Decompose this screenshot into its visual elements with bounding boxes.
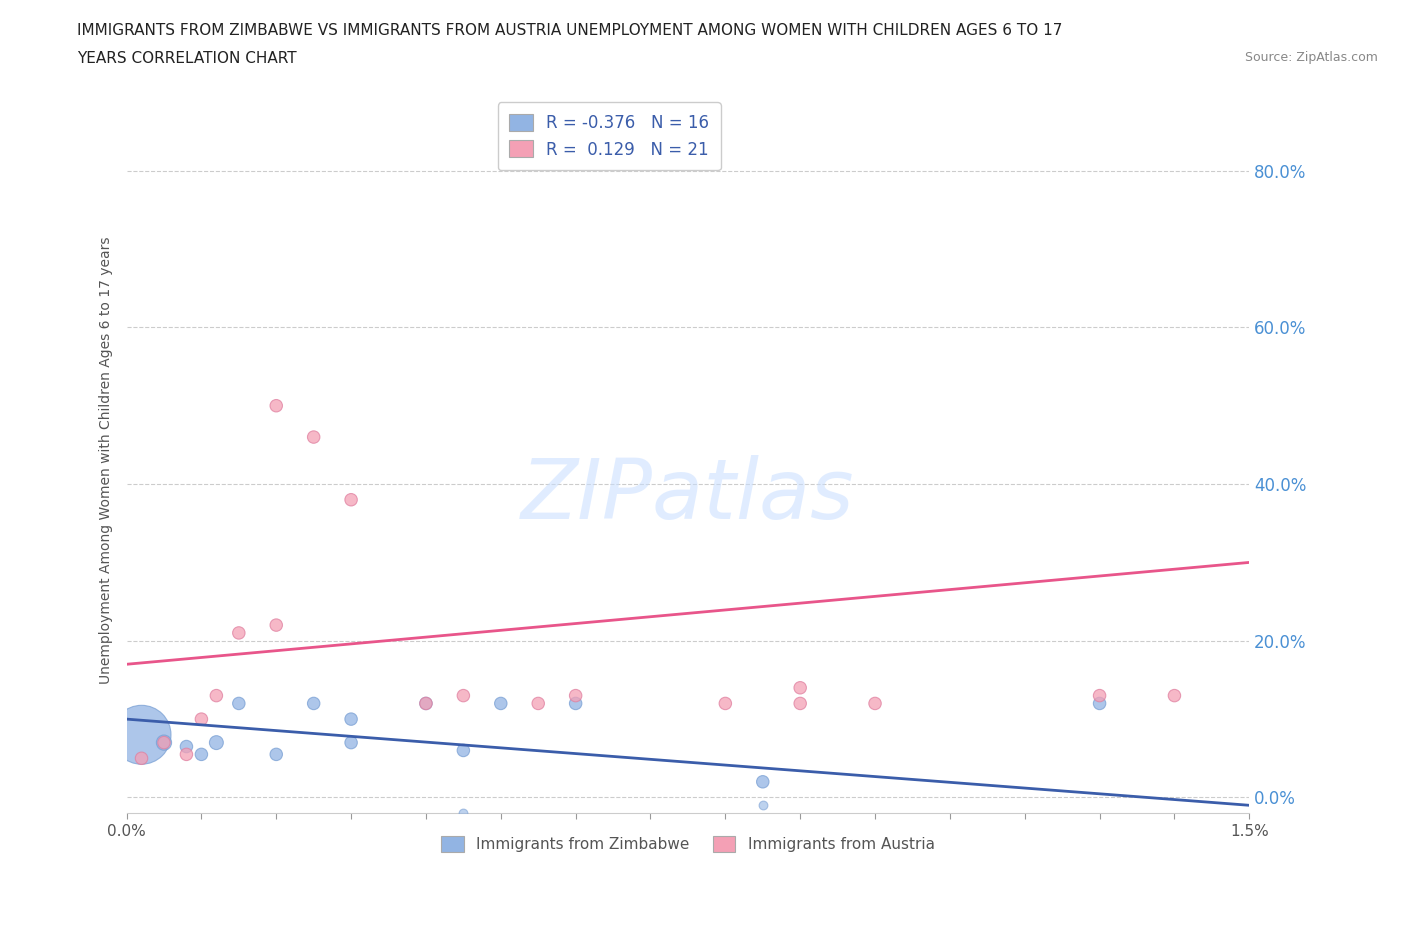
Point — [131, 727, 153, 742]
Point — [190, 747, 212, 762]
Point — [564, 688, 586, 703]
Point — [205, 736, 228, 751]
Point — [1088, 696, 1111, 711]
Y-axis label: Unemployment Among Women with Children Ages 6 to 17 years: Unemployment Among Women with Children A… — [100, 237, 114, 684]
Point — [340, 830, 363, 844]
Point — [1163, 688, 1185, 703]
Point — [340, 736, 363, 751]
Point — [863, 696, 886, 711]
Point — [1088, 688, 1111, 703]
Point — [228, 626, 250, 641]
Point — [527, 696, 550, 711]
Text: Source: ZipAtlas.com: Source: ZipAtlas.com — [1244, 51, 1378, 64]
Point — [564, 696, 586, 711]
Point — [453, 805, 475, 820]
Point — [789, 681, 811, 696]
Text: IMMIGRANTS FROM ZIMBABWE VS IMMIGRANTS FROM AUSTRIA UNEMPLOYMENT AMONG WOMEN WIT: IMMIGRANTS FROM ZIMBABWE VS IMMIGRANTS F… — [77, 23, 1063, 38]
Point — [264, 747, 287, 762]
Point — [205, 688, 228, 703]
Point — [752, 798, 775, 813]
Point — [176, 739, 198, 754]
Point — [453, 743, 475, 758]
Point — [489, 696, 512, 711]
Point — [153, 736, 176, 751]
Point — [714, 696, 737, 711]
Point — [228, 696, 250, 711]
Text: YEARS CORRELATION CHART: YEARS CORRELATION CHART — [77, 51, 297, 66]
Point — [302, 696, 325, 711]
Point — [789, 696, 811, 711]
Point — [415, 696, 437, 711]
Point — [264, 817, 287, 832]
Point — [340, 711, 363, 726]
Point — [752, 775, 775, 790]
Point — [302, 430, 325, 445]
Point — [190, 711, 212, 726]
Point — [153, 736, 176, 751]
Point — [176, 747, 198, 762]
Point — [264, 618, 287, 632]
Legend: Immigrants from Zimbabwe, Immigrants from Austria: Immigrants from Zimbabwe, Immigrants fro… — [434, 830, 941, 858]
Point — [131, 751, 153, 765]
Point — [264, 398, 287, 413]
Point — [340, 492, 363, 507]
Text: ZIPatlas: ZIPatlas — [522, 456, 855, 537]
Point — [453, 688, 475, 703]
Point — [415, 696, 437, 711]
